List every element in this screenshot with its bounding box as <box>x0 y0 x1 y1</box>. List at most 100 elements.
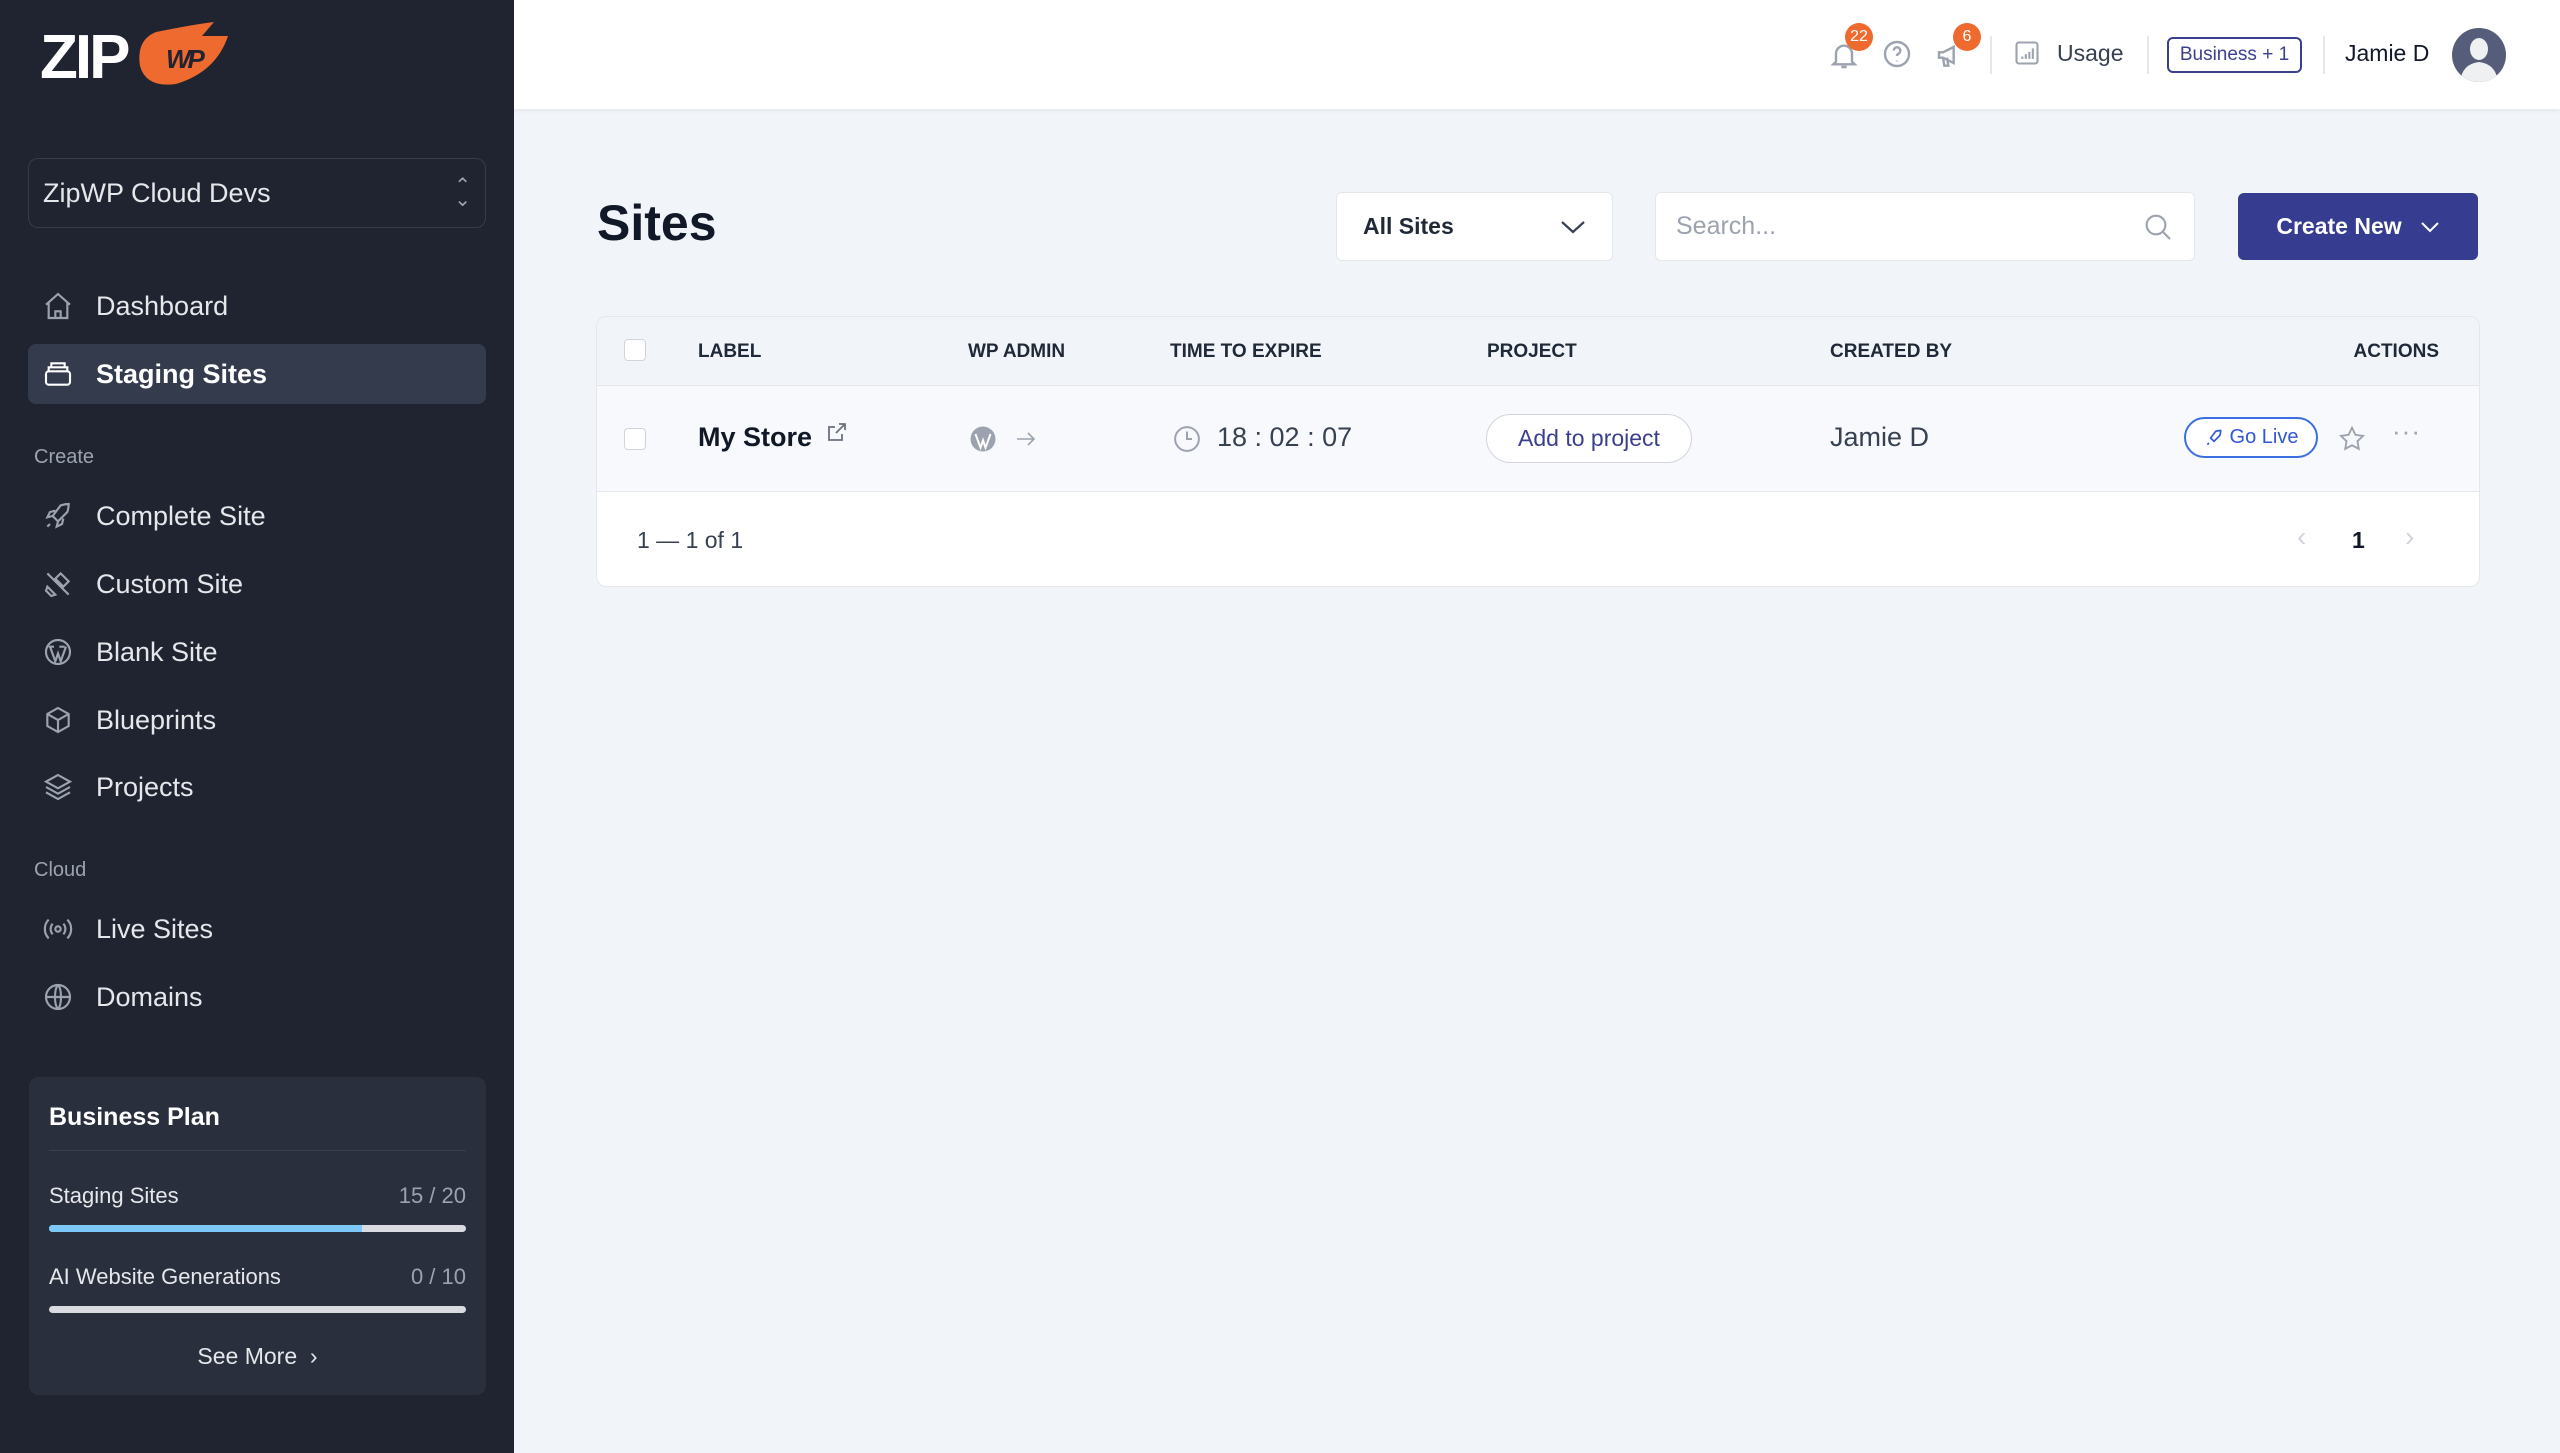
go-live-label: Go Live <box>2229 426 2299 448</box>
divider <box>49 1150 466 1151</box>
sidebar-item-domains[interactable]: Domains <box>28 967 486 1027</box>
usage-value: 0 / 10 <box>410 1264 466 1289</box>
divider <box>2323 36 2325 74</box>
column-header-time-to-expire[interactable]: TIME TO EXPIRE <box>1170 341 1322 362</box>
table-row: My Store 18 : 02 : 07 Add to project Jam… <box>597 386 2479 492</box>
star-icon[interactable] <box>2337 424 2367 454</box>
sidebar-item-label: Custom Site <box>96 568 244 599</box>
site-filter-dropdown[interactable]: All Sites <box>1336 192 1613 261</box>
wordpress-icon[interactable] <box>968 424 998 454</box>
chevron-right-icon: › <box>303 1343 318 1369</box>
go-live-button[interactable]: Go Live <box>2184 417 2318 458</box>
usage-link[interactable]: Usage <box>2013 38 2123 68</box>
section-label-cloud: Cloud <box>34 859 87 881</box>
sidebar-item-complete-site[interactable]: Complete Site <box>28 486 486 546</box>
home-icon <box>45 292 71 320</box>
select-all-checkbox[interactable] <box>624 339 646 361</box>
next-page-button[interactable]: › <box>2405 521 2415 552</box>
cube-icon <box>46 706 70 734</box>
workspace-name: ZipWP Cloud Devs <box>43 177 271 208</box>
arrow-right-icon[interactable] <box>1013 427 1039 451</box>
usage-label: AI Website Generations <box>49 1264 281 1289</box>
search-input[interactable] <box>1676 212 2142 241</box>
prev-page-button[interactable]: ‹ <box>2297 521 2307 552</box>
column-header-label[interactable]: LABEL <box>698 341 762 362</box>
announcements-badge: 6 <box>1953 23 1981 51</box>
sidebar-item-label: Blank Site <box>96 636 218 667</box>
plan-card: Business Plan Staging Sites 15 / 20 AI W… <box>29 1077 486 1395</box>
divider <box>1990 36 1992 74</box>
site-label-link[interactable]: My Store <box>698 422 813 452</box>
clock-icon <box>1174 426 1200 452</box>
chevron-down-icon <box>2420 221 2439 232</box>
bar-chart-icon <box>2015 41 2039 65</box>
sidebar: ZIP WP ZipWP Cloud Devs ⌃ ⌄ Dashboard Stag… <box>0 0 514 1453</box>
logo[interactable]: ZIP WP <box>40 22 228 93</box>
page-title: Sites <box>597 195 717 251</box>
table-header: LABEL WP ADMIN TIME TO EXPIRE PROJECT CR… <box>597 317 2479 386</box>
user-name[interactable]: Jamie D <box>2345 40 2430 66</box>
sidebar-item-label: Live Sites <box>96 913 214 944</box>
create-new-button[interactable]: Create New <box>2238 193 2478 260</box>
usage-label: Staging Sites <box>49 1183 179 1208</box>
external-link-icon[interactable] <box>825 420 849 444</box>
search-icon[interactable] <box>2142 211 2174 243</box>
megaphone-icon[interactable] <box>1935 38 1967 72</box>
sidebar-item-blank-site[interactable]: Blank Site <box>28 622 486 682</box>
sidebar-item-label: Blueprints <box>96 704 217 735</box>
sidebar-item-label: Complete Site <box>96 500 266 531</box>
broadcast-icon <box>43 918 73 940</box>
sidebar-item-label: Staging Sites <box>96 358 268 389</box>
row-checkbox[interactable] <box>624 428 646 450</box>
usage-progress-bar <box>49 1225 466 1232</box>
plan-title: Business Plan <box>49 1103 220 1131</box>
layers-icon <box>43 773 73 801</box>
divider <box>2147 36 2149 74</box>
notifications-badge: 22 <box>1845 23 1873 51</box>
sidebar-item-label: Projects <box>96 771 194 802</box>
usage-progress-fill <box>49 1225 362 1232</box>
time-to-expire: 18 : 02 : 07 <box>1217 422 1353 452</box>
page-number[interactable]: 1 <box>2352 527 2365 553</box>
pagination-range: 1 — 1 of 1 <box>637 527 744 553</box>
sidebar-item-label: Domains <box>96 981 203 1012</box>
help-icon[interactable] <box>1881 38 1913 70</box>
filter-value: All Sites <box>1363 213 1454 239</box>
avatar[interactable] <box>2452 28 2506 82</box>
sidebar-item-dashboard[interactable]: Dashboard <box>28 276 486 336</box>
sidebar-item-label: Dashboard <box>96 290 229 321</box>
search-field[interactable] <box>1655 192 2195 261</box>
usage-value: 15 / 20 <box>398 1183 466 1208</box>
usage-progress-bar <box>49 1306 466 1313</box>
column-header-wp-admin: WP ADMIN <box>968 341 1066 362</box>
column-header-created-by: CREATED BY <box>1830 341 1953 362</box>
rocket-icon <box>45 502 70 529</box>
see-more-link[interactable]: See More › <box>29 1343 486 1370</box>
sidebar-item-staging-sites[interactable]: Staging Sites <box>28 344 486 404</box>
create-new-label: Create New <box>2276 213 2402 239</box>
wordpress-icon <box>44 638 72 666</box>
add-to-project-button[interactable]: Add to project <box>1486 414 1692 463</box>
stack-icon <box>44 362 72 386</box>
rocket-icon <box>2206 429 2222 445</box>
logo-flame-icon: WP <box>139 22 228 85</box>
sidebar-item-projects[interactable]: Projects <box>28 757 486 817</box>
chevron-down-icon <box>1561 220 1585 233</box>
sidebar-item-custom-site[interactable]: Custom Site <box>28 554 486 614</box>
usage-label: Usage <box>2057 39 2124 66</box>
created-by: Jamie D <box>1830 422 1930 452</box>
logo-text: ZIP <box>40 23 130 92</box>
sidebar-item-blueprints[interactable]: Blueprints <box>28 690 486 750</box>
sidebar-item-live-sites[interactable]: Live Sites <box>28 899 486 959</box>
see-more-label: See More <box>197 1343 298 1369</box>
section-label-create: Create <box>34 446 95 468</box>
column-header-actions: ACTIONS <box>2353 341 2440 362</box>
globe-icon <box>44 983 72 1011</box>
chevron-up-down-icon: ⌃ ⌄ <box>454 175 471 211</box>
workspace-selector[interactable]: ZipWP Cloud Devs ⌃ ⌄ <box>28 158 486 228</box>
column-header-project: PROJECT <box>1487 341 1577 362</box>
more-options-icon[interactable]: ··· <box>2392 416 2421 446</box>
svg-text:WP: WP <box>166 44 206 74</box>
plan-button[interactable]: Business + 1 <box>2167 37 2302 73</box>
bell-icon[interactable] <box>1828 38 1860 72</box>
